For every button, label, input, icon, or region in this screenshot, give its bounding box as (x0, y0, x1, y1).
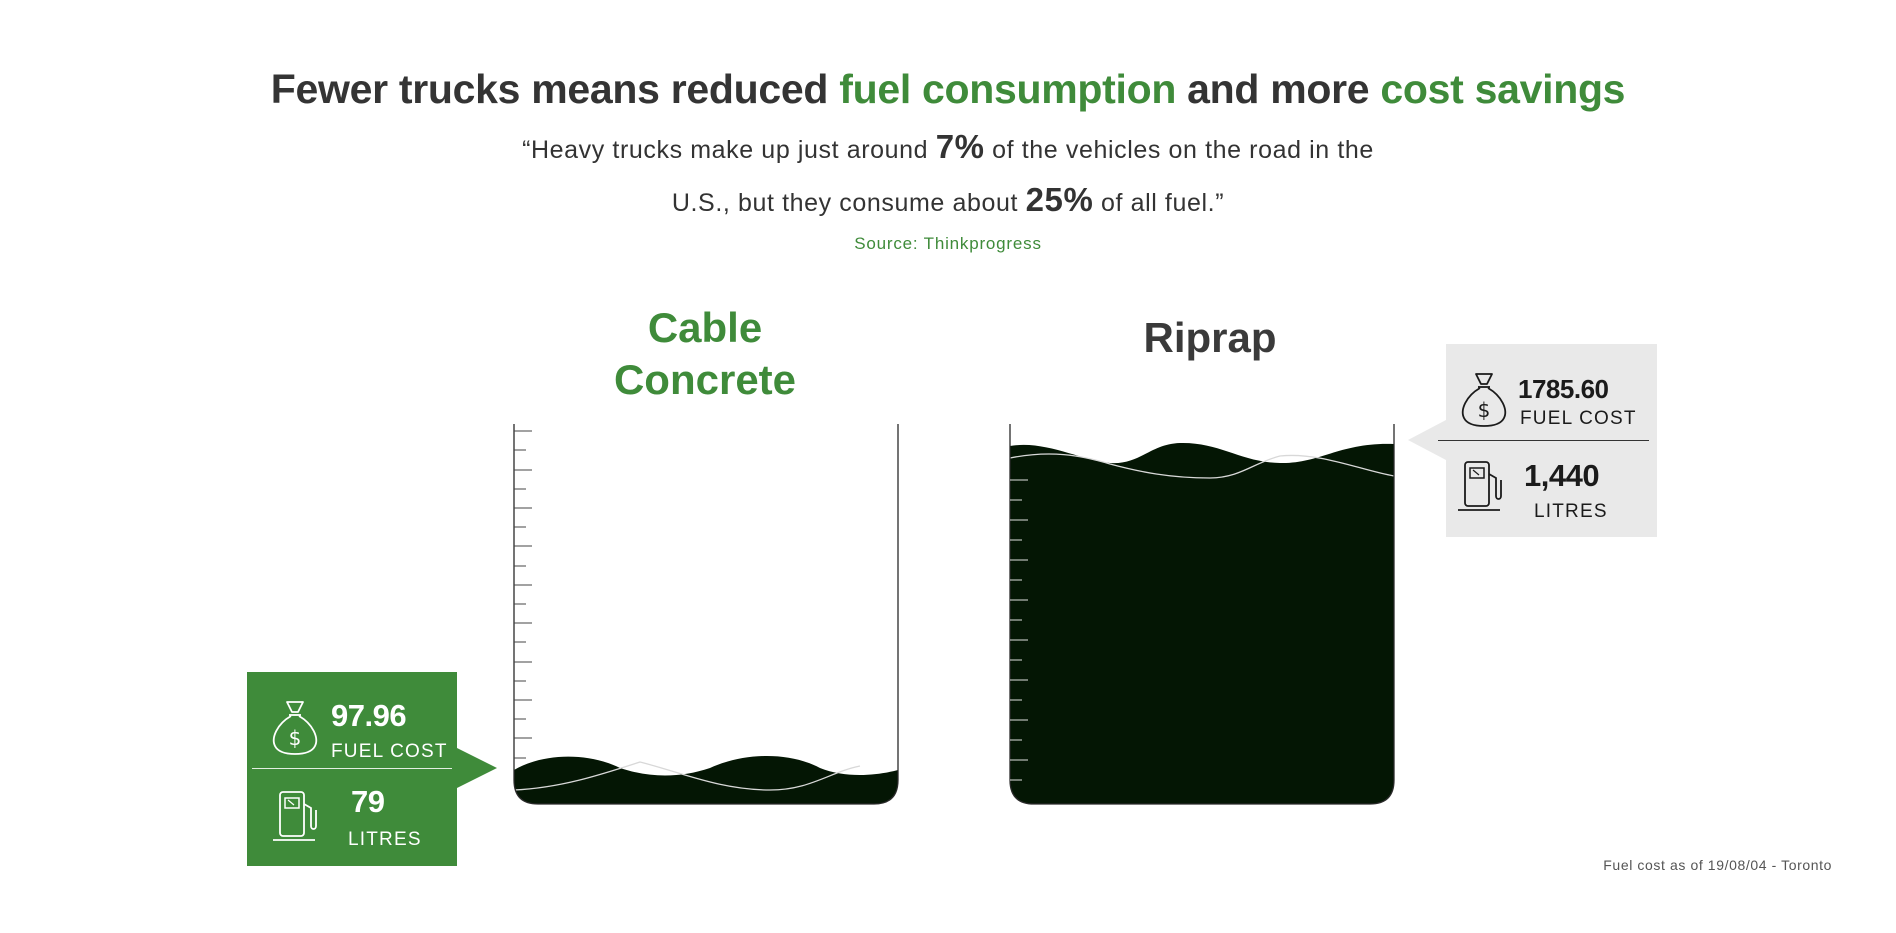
fuel-cost-footnote: Fuel cost as of 19/08/04 - Toronto (1603, 857, 1832, 873)
quote-text: “Heavy trucks make up just around (522, 136, 936, 164)
fuel-pump-icon (1458, 461, 1502, 511)
left-tank-outline (513, 424, 899, 805)
quote: “Heavy trucks make up just around 7% of … (448, 122, 1448, 228)
headline-part-3: and more (1176, 66, 1381, 112)
riprap-stats-callout: $ 1785.60 FUEL COST 1,440 LITRES (1408, 344, 1657, 538)
cable-concrete-title: Cable Concrete (560, 302, 850, 406)
svg-text:$: $ (289, 726, 302, 750)
headline-cost-savings: cost savings (1380, 66, 1626, 112)
quote-percent-25: 25% (1025, 181, 1094, 218)
litres-value: 79 (351, 784, 385, 819)
fuel-cost-row: $ 1785.60 FUEL COST (1446, 344, 1657, 440)
fuel-cost-value: 97.96 (331, 698, 407, 733)
riprap-title: Riprap (1143, 314, 1277, 361)
litres-row: 79 LITRES (247, 770, 457, 866)
source-credit: Source: Thinkprogress (854, 234, 1042, 253)
divider (252, 768, 452, 769)
right-tank-outline (1009, 424, 1395, 805)
svg-text:$: $ (1478, 398, 1491, 422)
fuel-cost-row: $ 97.96 FUEL COST (247, 672, 457, 768)
money-bag-icon: $ (272, 701, 318, 755)
quote-line-2: U.S., but they consume about 25% of all … (448, 175, 1448, 228)
litres-label: LITRES (1534, 501, 1608, 522)
money-bag-icon: $ (1461, 373, 1507, 427)
litres-label: LITRES (348, 829, 422, 850)
litres-value: 1,440 (1524, 458, 1600, 493)
headline-part-1: Fewer trucks means reduced (270, 66, 840, 112)
quote-text: U.S., but they consume about (671, 189, 1026, 217)
fuel-pump-icon (273, 791, 317, 841)
headline: Fewer trucks means reduced fuel consumpt… (0, 66, 1896, 113)
headline-fuel-consumption: fuel consumption (839, 66, 1177, 112)
title-line: Cable (647, 304, 763, 351)
fuel-cost-value: 1785.60 (1518, 374, 1609, 404)
fuel-cost-label: FUEL COST (331, 741, 448, 762)
title-line: Concrete (613, 356, 797, 403)
right-tank-scale (1010, 479, 1028, 781)
fuel-cost-label: FUEL COST (1520, 408, 1637, 429)
right-tank-liquid (1010, 442, 1394, 804)
quote-text: of the vehicles on the road in the (984, 136, 1374, 164)
divider (1438, 440, 1649, 441)
quote-percent-7: 7% (935, 128, 985, 165)
left-tank-liquid (514, 756, 898, 804)
left-tank-scale (514, 430, 532, 759)
litres-row: 1,440 LITRES (1446, 442, 1657, 538)
quote-text: of all fuel.” (1093, 189, 1225, 217)
quote-line-1: “Heavy trucks make up just around 7% of … (448, 122, 1448, 175)
cable-concrete-stats-callout: $ 97.96 FUEL COST 79 LITRES (247, 672, 497, 866)
